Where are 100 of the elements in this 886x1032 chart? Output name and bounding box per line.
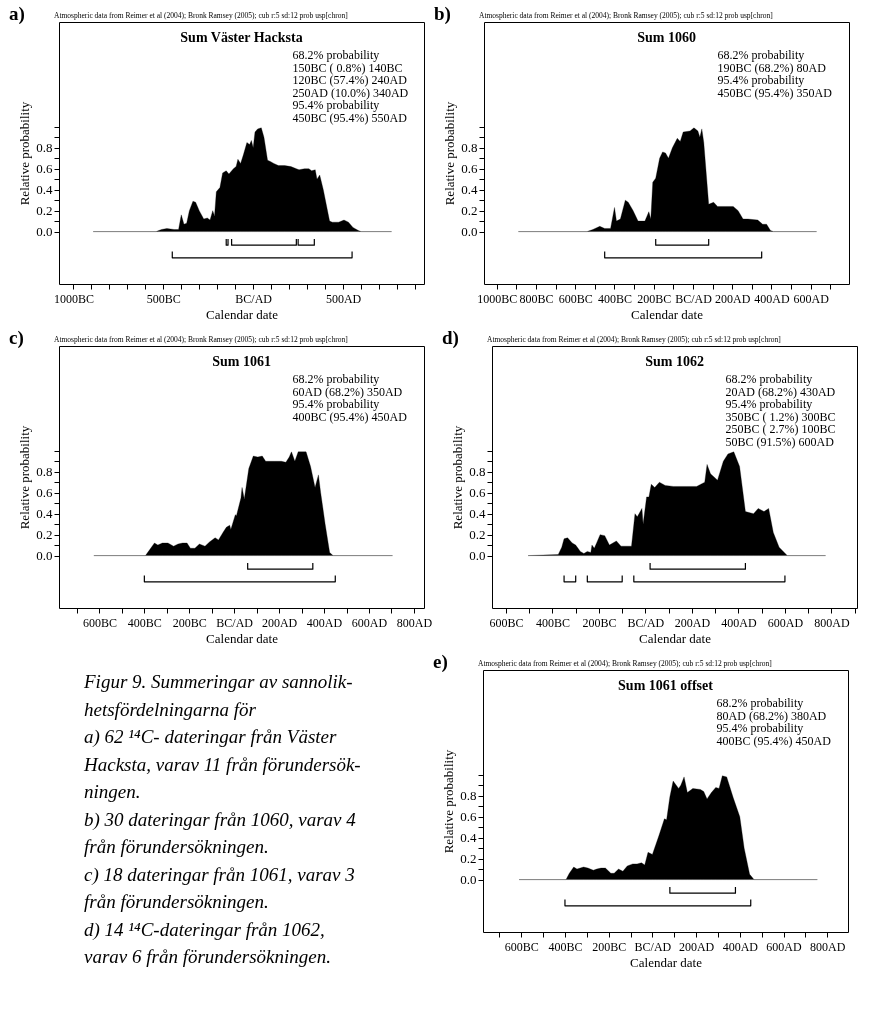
y-tick-label: 0.4 [36,506,53,522]
annotation: 120BC (57.4%) 240AD [292,73,408,87]
x-tick-label: 200BC [637,291,672,306]
y-tick-label: 0.2 [36,527,53,543]
x-tick-label: 600AD [351,615,388,630]
text: ningen. [84,781,141,802]
annotation: 95.4% probability [292,397,380,411]
x-tick-label: 200BC [582,615,617,630]
x-tick-label: 200BC [172,615,207,630]
y-tick-label: 0.0 [36,548,53,564]
text: b) 30 dateringar från 1060, varav 4 [84,808,357,831]
annotation: 68.2% probability [725,372,813,386]
y-tick-label: 0.2 [469,527,486,543]
y-axis-title: Relative probability [17,425,33,530]
x-tick-label: 400AD [306,615,343,630]
x-tick-label: 800AD [396,615,433,630]
x-axis-title: Calendar date [630,954,703,970]
x-tick-label: 400BC [548,939,583,954]
x-tick-label: 800AD [810,939,846,954]
x-tick-label: BC/AD [216,615,254,630]
y-tick-label: 0.8 [460,788,477,804]
annotation: 95.4% probability [716,721,804,735]
x-tick-label: BC/AD [675,291,713,306]
text: a) [9,3,25,25]
text: d) [442,327,459,349]
x-tick-label: 400AD [754,291,790,306]
y-axis-title: Relative probability [441,749,457,854]
y-tick-label: 0.8 [461,140,478,156]
y-tick-label: 0.0 [36,224,53,240]
x-tick-label: 400BC [127,615,162,630]
x-tick-label: 200AD [678,939,715,954]
x-axis-title: Calendar date [631,306,704,322]
y-tick-label: 0.2 [36,203,53,219]
text: c) [9,327,24,349]
y-tick-label: 0.2 [460,851,477,867]
text: e) [433,651,448,673]
y-tick-label: 0.4 [460,830,477,846]
x-tick-label: 400AD [722,939,759,954]
y-tick-label: 0.2 [461,203,478,219]
text: b) [434,3,451,25]
x-tick-label: 600AD [767,615,804,630]
x-tick-label: 400BC [597,291,633,306]
y-tick-label: 0.0 [461,224,478,240]
y-tick-label: 0.4 [36,182,53,198]
annotation: 95.4% probability [725,397,813,411]
text: Sum 1062 [645,354,704,369]
x-axis-title: Calendar date [639,630,712,646]
x-tick-label: 200AD [261,615,298,630]
y-tick-label: 0.8 [469,464,486,480]
y-tick-label: 0.6 [460,809,477,825]
text: från förundersökningen. [84,891,269,912]
y-tick-label: 0.6 [36,161,53,177]
y-tick-label: 0.6 [469,485,486,501]
x-axis-title: Calendar date [206,306,279,322]
annotation: 95.4% probability [717,73,805,87]
y-axis-title: Relative probability [17,101,33,206]
text: d) 14 ¹⁴C-dateringar från 1062, [84,918,325,941]
text: från förundersökningen. [84,836,269,857]
annotation: 95.4% probability [292,98,380,112]
x-tick-label: 800BC [519,291,554,306]
annotation: 250BC ( 2.7%) 100BC [725,422,836,436]
y-tick-label: 0.4 [469,506,486,522]
x-tick-label: 200BC [592,939,627,954]
x-tick-label: BC/AD [627,615,665,630]
y-tick-label: 0.4 [461,182,478,198]
x-tick-label: 1000BC [477,291,518,306]
x-tick-label: BC/AD [634,939,672,954]
text: Sum Väster Hacksta [180,30,303,45]
text: a) 62 ¹⁴C- dateringar från Väster [84,726,338,748]
text: Sum 1061 offset [618,678,714,693]
text: Figur 9. Summeringar av sannolik- [83,671,353,692]
x-tick-label: 400AD [721,615,757,630]
annotation: 68.2% probability [292,372,380,386]
y-axis-title: Relative probability [442,101,458,206]
annotation: 68.2% probability [716,696,804,710]
y-tick-label: 0.0 [460,872,477,888]
x-tick-label: BC/AD [235,291,273,306]
x-tick-label: 800AD [814,615,850,630]
x-tick-label: 600BC [504,939,539,954]
y-tick-label: 0.0 [469,548,486,564]
text: varav 6 från förundersökningen. [84,946,331,967]
y-tick-label: 0.6 [461,161,478,177]
x-tick-label: 200AD [715,291,751,306]
annotation: 68.2% probability [292,48,380,62]
annotation: 68.2% probability [717,48,805,62]
y-tick-label: 0.8 [36,140,53,156]
text: Hacksta, varav 11 från förundersök- [83,753,361,775]
x-tick-label: 600AD [766,939,803,954]
x-tick-label: 500BC [146,291,181,306]
text: hetsfördelningarna för [84,698,257,720]
x-tick-label: 600BC [489,615,524,630]
y-tick-label: 0.8 [36,464,53,480]
x-tick-label: 1000BC [53,291,94,306]
x-tick-label: 500AD [325,291,362,306]
x-tick-label: 600AD [793,291,830,306]
y-tick-label: 0.6 [36,485,53,501]
x-tick-label: 600BC [558,291,593,306]
text: Sum 1060 [637,30,696,45]
x-tick-label: 200AD [674,615,711,630]
y-axis-title: Relative probability [450,425,466,530]
